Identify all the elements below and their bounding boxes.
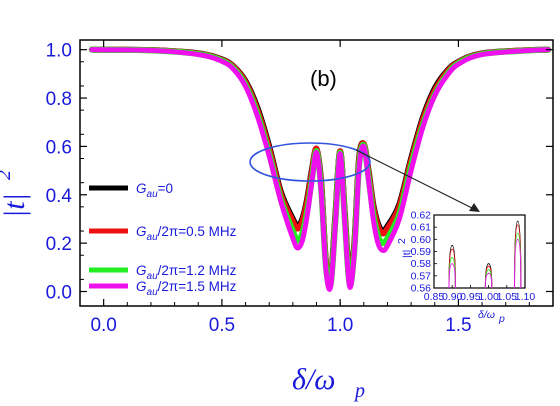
y-tick-label: 0.0 — [46, 282, 72, 303]
legend-item: Gau=0 — [89, 181, 173, 200]
inset-x-tick-label: 0.95 — [460, 291, 481, 303]
zoom-arrow — [355, 149, 475, 210]
legend-label: Gau/2π=1.5 MHz — [136, 279, 237, 298]
zoom-ellipse — [249, 142, 371, 182]
inset-y-label: |t| — [401, 250, 413, 258]
y-axis-label: |t| — [0, 193, 31, 218]
legend-label: Gau/2π=0.5 MHz — [136, 224, 237, 243]
x-tick-label: 1.0 — [327, 315, 353, 336]
legend-label: Gau=0 — [136, 181, 173, 200]
main-plot: 0.0 0.5 1.0 1.5 0.0 0.2 0.4 0.6 0.8 1.0 — [46, 39, 554, 336]
inset-y-tick-label: 0.58 — [411, 258, 432, 270]
x-axis-title: δ/ω p — [292, 363, 365, 402]
legend-label-main: G — [136, 263, 147, 278]
inset-x-label-subscript: p — [498, 313, 505, 325]
inset-plot: 0.850.900.951.001.051.10 0.560.570.580.59… — [396, 210, 535, 326]
legend-item: Gau/2π=0.5 MHz — [89, 224, 237, 243]
inset-peak-curve — [514, 238, 522, 289]
x-axis-label: δ/ω — [292, 363, 335, 396]
inset-frame — [433, 214, 526, 289]
legend-label-sub: au — [147, 232, 159, 243]
inset-peak-curve — [448, 263, 456, 289]
x-tick-label: 0.5 — [209, 315, 235, 336]
y-axis-label-superscript: 2 — [0, 170, 15, 180]
y-axis-title: |t| 2 — [0, 170, 31, 218]
inset-y-tick-label: 0.56 — [411, 283, 432, 295]
inset-x-tick-label: 1.00 — [478, 291, 499, 303]
legend-label-rest: /2π=0.5 MHz — [158, 224, 237, 239]
legend-label-main: G — [136, 279, 147, 294]
legend-label-rest: /2π=1.5 MHz — [158, 279, 237, 294]
inset-y-title: |t| 2 — [396, 238, 413, 258]
inset-x-label: δ/ω — [478, 309, 495, 321]
inset-y-label-superscript: 2 — [396, 238, 408, 244]
inset-axes: 0.850.900.951.001.051.10 0.560.570.580.59… — [411, 210, 536, 304]
inset-x-title: δ/ω p — [478, 309, 505, 325]
inset-y-tick-label: 0.62 — [411, 210, 432, 222]
legend-item: Gau/2π=1.2 MHz — [89, 263, 237, 282]
legend-label-sub: au — [147, 271, 159, 282]
inset-x-tick-label: 0.90 — [442, 291, 463, 303]
inset-peaks — [448, 220, 522, 289]
legend-label-rest: =0 — [158, 181, 173, 196]
main-axes: 0.0 0.5 1.0 1.5 0.0 0.2 0.4 0.6 0.8 1.0 — [46, 40, 553, 336]
inset-y-tick-label: 0.59 — [411, 246, 432, 258]
legend: Gau=0 Gau/2π=0.5 MHz Gau/2π=1.2 MHz Gau/… — [89, 181, 237, 298]
inset-peak-curve — [484, 272, 493, 289]
x-tick-label: 1.5 — [445, 315, 471, 336]
y-tick-label: 0.8 — [46, 89, 72, 110]
inset-y-tick-label: 0.60 — [411, 234, 432, 246]
legend-label-sub: au — [147, 287, 159, 298]
inset-y-tick-label: 0.61 — [411, 222, 432, 234]
inset-x-tick-label: 0.85 — [424, 291, 445, 303]
legend-item: Gau/2π=1.5 MHz — [89, 279, 237, 298]
main-series-lines — [88, 46, 552, 292]
y-tick-label: 1.0 — [46, 41, 72, 62]
y-tick-label: 0.2 — [46, 234, 72, 255]
y-tick-label: 0.6 — [46, 137, 72, 158]
legend-label-main: G — [136, 181, 147, 196]
legend-label: Gau/2π=1.2 MHz — [136, 263, 237, 282]
x-axis-label-subscript: p — [353, 380, 365, 402]
legend-label-main: G — [136, 224, 147, 239]
series-line-3 — [89, 47, 551, 292]
inset-x-tick-label: 1.05 — [497, 291, 518, 303]
legend-label-rest: /2π=1.2 MHz — [158, 263, 237, 278]
inset-y-tick-label: 0.57 — [411, 270, 432, 282]
legend-label-sub: au — [147, 189, 159, 200]
panel-label: (b) — [310, 66, 337, 91]
x-tick-label: 0.0 — [90, 315, 116, 336]
zoom-arrowhead — [469, 203, 480, 212]
inset-x-tick-label: 1.10 — [515, 291, 536, 303]
y-tick-label: 0.4 — [46, 186, 73, 207]
